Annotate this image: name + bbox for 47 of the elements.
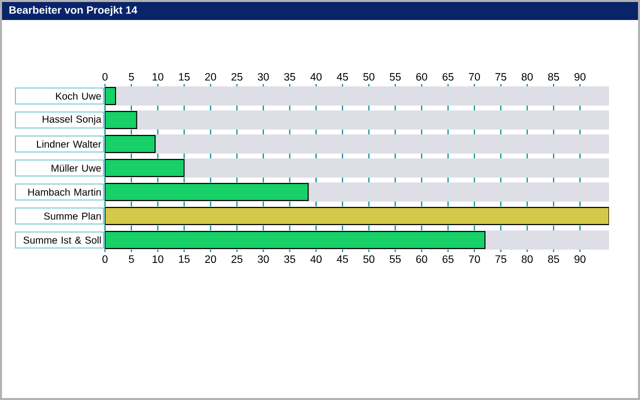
- y-tick-label: Summe Ist & Soll: [24, 236, 101, 244]
- x-tick-label: 40: [310, 255, 322, 263]
- x2-tick-label: 0: [102, 73, 108, 81]
- bar: [105, 87, 116, 105]
- x-tick-label: 85: [548, 255, 560, 263]
- x-tick-label: 80: [522, 255, 533, 263]
- x2-tick-label: 45: [336, 73, 348, 81]
- x-tick-label: 10: [152, 255, 164, 263]
- x2-tick-label: 40: [310, 73, 322, 81]
- x2-tick-label: 70: [469, 73, 480, 81]
- x-tick-label: 70: [469, 255, 480, 263]
- x-tick-label: 50: [363, 255, 374, 263]
- y-tick-label: Hassel Sonja: [42, 115, 102, 125]
- x2-tick-label: 50: [363, 73, 374, 81]
- x-tick-label: 5: [128, 255, 134, 263]
- y-tick-label: Hambach Martin: [28, 188, 101, 196]
- y-tick-label: Lindner Walter: [37, 140, 102, 148]
- x-tick-label: 90: [574, 255, 586, 263]
- x2-tick-label: 60: [416, 73, 428, 81]
- x2-tick-label: 65: [442, 73, 454, 81]
- chart-title: Bearbeiter von Proejkt 14: [9, 6, 138, 16]
- x-tick-label: 35: [284, 255, 296, 263]
- x-tick-label: 75: [495, 255, 506, 263]
- x2-tick-label: 20: [205, 73, 216, 81]
- x2-tick-label: 85: [548, 73, 560, 81]
- x-tick-label: 55: [390, 255, 401, 263]
- x2-tick-label: 15: [179, 73, 190, 81]
- x-tick-label: 0: [102, 255, 108, 263]
- x2-tick-label: 25: [232, 73, 242, 81]
- x2-tick-label: 10: [152, 73, 164, 81]
- y-tick-label: Summe Plan: [44, 212, 101, 220]
- x-tick-label: 15: [179, 255, 190, 263]
- y-tick-label: Müller Uwe: [52, 164, 101, 172]
- x-tick-label: 65: [442, 255, 454, 263]
- x-tick-label: 20: [205, 255, 216, 263]
- x2-tick-label: 75: [495, 73, 506, 81]
- x2-tick-label: 90: [574, 73, 586, 81]
- x-tick-label: 30: [258, 255, 269, 263]
- x-tick-label: 60: [416, 255, 428, 263]
- x-tick-label: 25: [232, 255, 242, 263]
- x2-tick-label: 5: [128, 73, 134, 81]
- x2-tick-label: 55: [390, 73, 401, 81]
- x-tick-label: 45: [336, 255, 348, 263]
- y-tick-label: Koch Uwe: [56, 92, 101, 100]
- x2-tick-label: 35: [284, 73, 296, 81]
- x2-tick-label: 80: [522, 73, 533, 81]
- x2-tick-label: 30: [258, 73, 269, 81]
